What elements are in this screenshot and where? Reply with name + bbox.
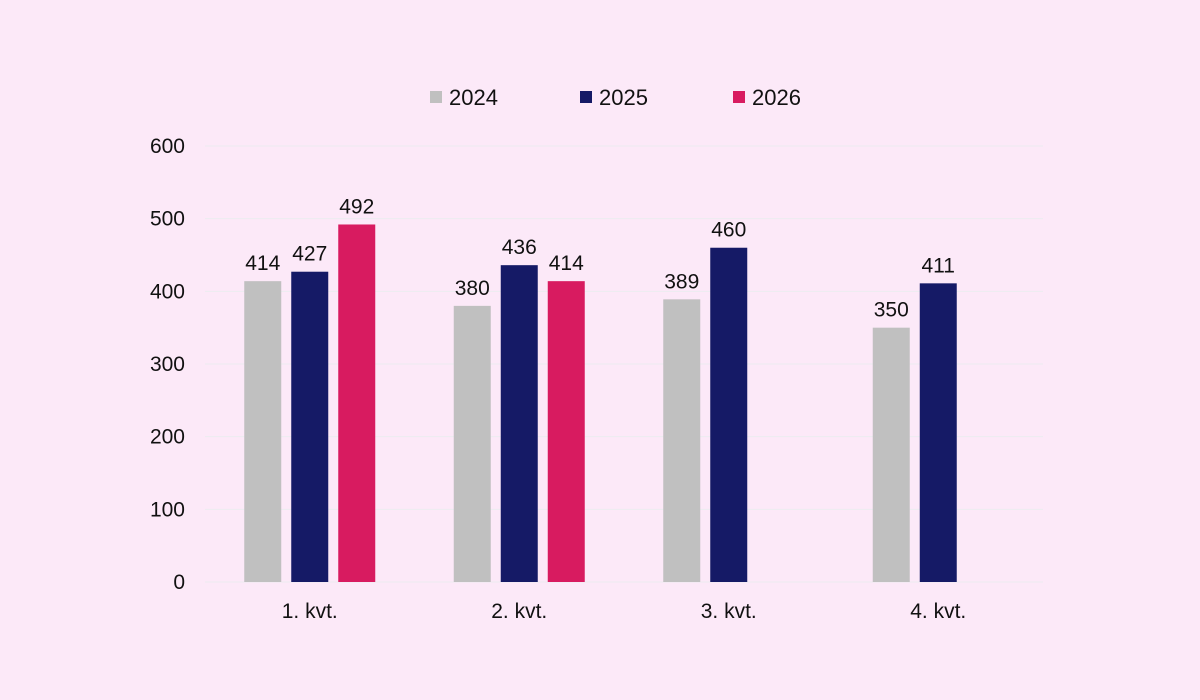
data-label-2-kvt-2025: 436 (502, 236, 537, 259)
x-tick-label-1-kvt: 1. kvt. (282, 600, 338, 623)
legend-label-2025: 2025 (599, 85, 648, 110)
bar-1-kvt-2026 (338, 224, 376, 583)
legend-label-2024: 2024 (449, 85, 498, 110)
y-tick-label-200: 200 (150, 426, 185, 449)
bar-1-kvt-2024 (244, 281, 282, 582)
bar-4-kvt-2025 (919, 283, 957, 582)
data-label-3-kvt-2025: 460 (711, 219, 746, 242)
legend-swatch-2026 (733, 91, 745, 103)
data-label-1-kvt-2024: 414 (245, 252, 280, 275)
bar-3-kvt-2024 (663, 299, 701, 582)
bar-4-kvt-2024 (872, 327, 910, 582)
y-tick-label-500: 500 (150, 208, 185, 231)
x-axis: 1. kvt. 2. kvt. 3. kvt. 4. kvt. (282, 600, 967, 623)
legend-label-2026: 2026 (752, 85, 801, 110)
bar-3-kvt-2025 (710, 247, 748, 582)
y-tick-label-400: 400 (150, 280, 185, 303)
legend-swatch-2024 (430, 91, 442, 103)
data-labels: 414 427 492 380 436 414 389 460 350 411 (245, 195, 955, 321)
data-label-4-kvt-2024: 350 (874, 299, 909, 322)
bar-2-kvt-2026 (547, 281, 585, 582)
data-label-2-kvt-2024: 380 (455, 277, 490, 300)
x-tick-label-2-kvt: 2. kvt. (491, 600, 547, 623)
data-label-1-kvt-2026: 492 (339, 195, 374, 218)
x-tick-label-3-kvt: 3. kvt. (701, 600, 757, 623)
legend-swatch-2025 (580, 91, 592, 103)
data-label-1-kvt-2025: 427 (292, 243, 327, 266)
gridlines (205, 145, 1043, 583)
y-tick-label-600: 600 (150, 135, 185, 158)
data-label-4-kvt-2025: 411 (922, 254, 955, 277)
x-tick-label-4-kvt: 4. kvt. (910, 600, 966, 623)
y-tick-label-0: 0 (173, 571, 185, 594)
bar-1-kvt-2025 (291, 271, 329, 582)
data-label-2-kvt-2026: 414 (549, 252, 584, 275)
bars (244, 224, 957, 583)
bar-2-kvt-2025 (500, 265, 538, 582)
bar-2-kvt-2024 (453, 305, 491, 582)
y-tick-label-100: 100 (150, 498, 185, 521)
legend: 2024 2025 2026 (430, 85, 801, 110)
y-tick-label-300: 300 (150, 353, 185, 376)
data-label-3-kvt-2024: 389 (664, 270, 699, 293)
y-axis: 0 100 200 300 400 500 600 (150, 135, 185, 594)
